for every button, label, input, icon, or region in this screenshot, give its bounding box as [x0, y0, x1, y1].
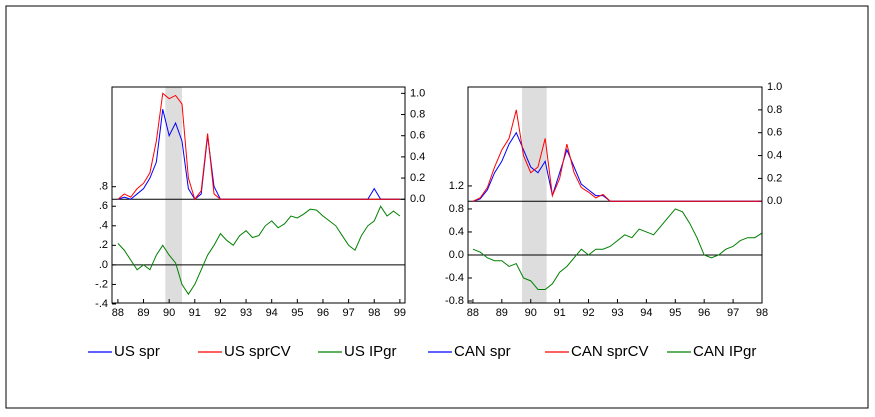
y-tick-label: .8	[99, 181, 108, 193]
x-tick-label: 97	[727, 307, 739, 319]
series-line	[472, 109, 762, 202]
y-tick-label: 0.4	[449, 226, 464, 238]
legend-label: CAN spr	[454, 343, 511, 360]
x-tick-label: 95	[669, 307, 681, 319]
x-tick-label: 96	[698, 307, 710, 319]
x-tick-label: 98	[368, 307, 380, 319]
y-tick-label: .6	[99, 200, 108, 212]
y2-tick-label: 0.8	[767, 104, 782, 116]
x-tick-label: 99	[394, 307, 406, 319]
legend-label: CAN sprCV	[571, 343, 649, 360]
series-line	[472, 208, 763, 290]
y2-tick-label: 0.4	[767, 149, 782, 161]
x-tick-label: 88	[467, 307, 479, 319]
x-tick-label: 94	[266, 307, 278, 319]
y-tick-label: 0.0	[449, 249, 464, 261]
x-tick-label: 98	[756, 307, 768, 319]
y2-tick-label: 1.0	[410, 87, 425, 99]
y-tick-label: -0.4	[445, 272, 464, 284]
y2-tick-label: 0.0	[767, 195, 782, 207]
y-tick-label: -.4	[95, 298, 108, 310]
y2-tick-label: 1.0	[767, 81, 782, 93]
y2-tick-label: 0.0	[410, 193, 425, 205]
x-tick-label: 92	[582, 307, 594, 319]
legend-label: US spr	[114, 343, 160, 360]
y2-tick-label: 0.8	[410, 108, 425, 120]
y2-tick-label: 0.2	[767, 172, 782, 184]
x-tick-label: 93	[240, 307, 252, 319]
y2-tick-label: 0.6	[767, 127, 782, 139]
x-tick-label: 97	[342, 307, 354, 319]
y-tick-label: 1.2	[449, 180, 464, 192]
y-tick-label: 0.8	[449, 203, 464, 215]
y2-tick-label: 0.2	[410, 172, 425, 184]
frame	[5, 5, 869, 409]
x-tick-label: 89	[496, 307, 508, 319]
plot-frame	[467, 86, 763, 304]
legend-label: CAN IPgr	[693, 343, 756, 360]
x-tick-label: 89	[137, 307, 149, 319]
y-tick-label: .4	[99, 220, 108, 232]
y-tick-label: -0.8	[445, 295, 464, 307]
x-tick-label: 88	[112, 307, 124, 319]
legend-label: US sprCV	[224, 343, 291, 360]
recession-shade	[522, 87, 547, 303]
series-line	[117, 205, 401, 296]
plot-frame	[111, 86, 406, 304]
x-tick-label: 96	[317, 307, 329, 319]
x-tick-label: 93	[611, 307, 623, 319]
x-tick-label: 92	[214, 307, 226, 319]
y-tick-label: .2	[99, 239, 108, 251]
legend-label: US IPgr	[344, 343, 397, 360]
y2-tick-label: 0.4	[410, 151, 425, 163]
series-line	[117, 92, 400, 201]
x-tick-label: 91	[554, 307, 566, 319]
recession-shade	[165, 87, 182, 303]
y-tick-label: .0	[99, 259, 108, 271]
x-tick-label: 95	[291, 307, 303, 319]
x-tick-label: 94	[640, 307, 652, 319]
y2-tick-label: 0.6	[410, 130, 425, 142]
x-tick-label: 90	[525, 307, 537, 319]
x-tick-label: 91	[189, 307, 201, 319]
y-tick-label: -.2	[95, 278, 108, 290]
x-tick-label: 90	[163, 307, 175, 319]
